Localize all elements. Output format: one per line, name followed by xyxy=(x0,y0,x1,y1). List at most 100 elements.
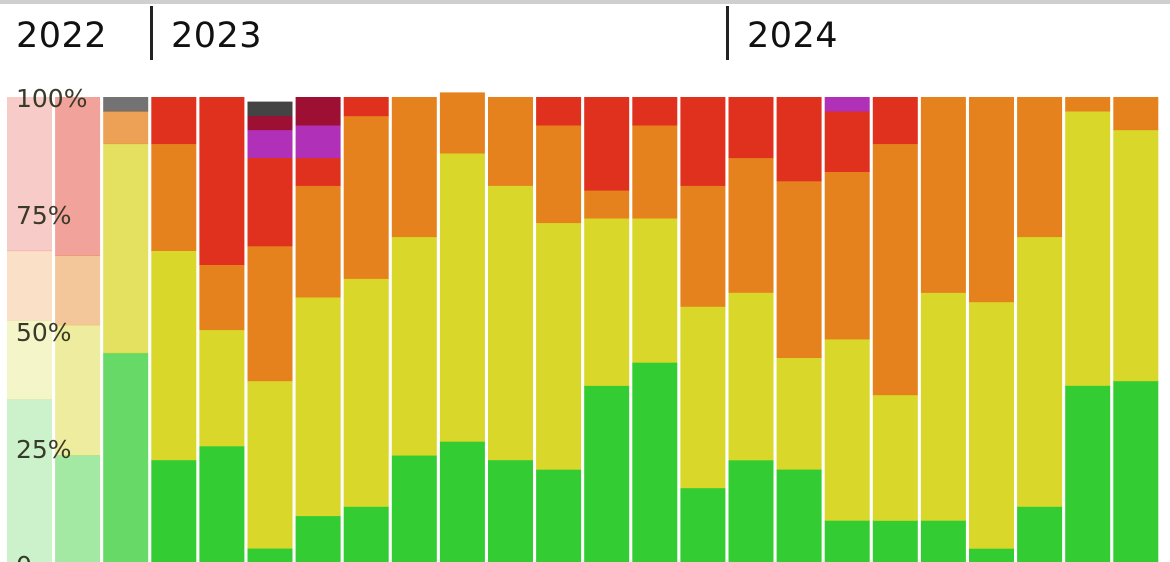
bar-13-green-segment xyxy=(584,385,630,562)
bar-3-yellow-segment xyxy=(103,143,149,354)
bar-21-green-segment xyxy=(969,548,1014,562)
bar-7-red-segment xyxy=(295,157,341,186)
bar-16-yellow-segment xyxy=(728,292,774,461)
bar-19-red-segment xyxy=(872,97,918,145)
bar-15-red-segment xyxy=(680,97,726,186)
bar-15-yellow-segment xyxy=(680,306,726,489)
y-tick-label: 0 xyxy=(16,551,32,562)
bar-5-yellow-segment xyxy=(199,329,245,447)
bar-19-orange-segment xyxy=(872,143,918,396)
y-tick-label: 100% xyxy=(16,84,87,113)
bar-19-yellow-segment xyxy=(872,394,918,521)
bar-13-yellow-segment xyxy=(584,217,630,386)
bar-13-red-segment xyxy=(584,97,630,191)
bar-4-green-segment xyxy=(151,459,197,562)
bar-17-green-segment xyxy=(776,469,822,562)
bar-24-orange-segment xyxy=(1113,97,1159,131)
bar-20-orange-segment xyxy=(920,97,966,293)
bar-1-green-segment xyxy=(7,399,52,562)
bar-19-green-segment xyxy=(872,520,918,562)
bar-5-green-segment xyxy=(199,445,245,562)
bar-18-red-segment xyxy=(824,110,870,172)
bar-11-green-segment xyxy=(488,459,533,562)
bar-8-red-segment xyxy=(343,97,389,117)
bar-7-magenta-segment xyxy=(295,124,341,159)
bar-16-red-segment xyxy=(728,97,774,159)
top-border xyxy=(0,0,1170,4)
bar-14-orange-segment xyxy=(632,124,678,219)
bar-8-green-segment xyxy=(343,506,389,562)
bar-13-orange-segment xyxy=(584,190,630,219)
year-separator-2023 xyxy=(150,6,153,60)
bar-8-yellow-segment xyxy=(343,278,389,507)
bar-23-yellow-segment xyxy=(1065,110,1111,386)
bar-3-gray-segment xyxy=(103,97,149,112)
bar-14-yellow-segment xyxy=(632,217,678,363)
bar-4-yellow-segment xyxy=(151,250,197,461)
bar-23-green-segment xyxy=(1065,385,1111,562)
bar-2-red-segment xyxy=(55,97,101,256)
bar-3-green-segment xyxy=(103,352,149,562)
bar-2-orange-segment xyxy=(55,255,101,326)
bar-24-green-segment xyxy=(1113,380,1159,562)
bar-11-orange-segment xyxy=(488,97,533,186)
bar-7-green-segment xyxy=(295,515,341,562)
bar-5-orange-segment xyxy=(199,264,245,331)
y-tick-label: 75% xyxy=(16,201,72,230)
bar-2-yellow-segment xyxy=(55,324,101,456)
bar-22-yellow-segment xyxy=(1017,236,1063,507)
bar-6-orange-segment xyxy=(247,245,293,382)
bar-12-red-segment xyxy=(536,97,582,126)
bar-18-green-segment xyxy=(824,520,870,562)
bar-6-green-segment xyxy=(247,548,293,562)
bar-21-orange-segment xyxy=(969,97,1014,303)
bar-12-orange-segment xyxy=(536,124,582,224)
y-tick-label: 50% xyxy=(16,318,72,347)
bar-1-red-segment xyxy=(7,97,52,252)
bar-8-orange-segment xyxy=(343,115,389,279)
bar-2-green-segment xyxy=(55,455,101,562)
year-label-2023: 2023 xyxy=(171,16,263,56)
bar-14-green-segment xyxy=(632,362,678,562)
bar-9-yellow-segment xyxy=(391,236,437,456)
year-label-2022: 2022 xyxy=(16,16,108,56)
bar-1-orange-segment xyxy=(7,250,52,321)
bar-6-yellow-segment xyxy=(247,380,293,549)
bar-17-yellow-segment xyxy=(776,357,822,470)
bar-17-red-segment xyxy=(776,97,822,182)
bar-7-yellow-segment xyxy=(295,297,341,517)
year-separator-2024 xyxy=(726,6,729,60)
bar-9-green-segment xyxy=(391,455,437,562)
bar-17-orange-segment xyxy=(776,180,822,358)
bar-12-yellow-segment xyxy=(536,222,582,470)
bar-23-orange-segment xyxy=(1065,97,1111,112)
bar-4-orange-segment xyxy=(151,143,197,251)
bar-14-red-segment xyxy=(632,97,678,126)
bar-12-green-segment xyxy=(536,469,582,562)
bar-6-red-segment xyxy=(247,157,293,247)
bar-7-crimson-segment xyxy=(295,97,341,126)
bar-16-green-segment xyxy=(728,459,774,562)
bar-20-green-segment xyxy=(920,520,966,562)
y-axis-labels: 100% 75% 50% 25% 0 xyxy=(16,84,87,562)
bar-4-red-segment xyxy=(151,97,197,145)
bar-16-orange-segment xyxy=(728,157,774,293)
bar-10-green-segment xyxy=(439,441,485,562)
bar-6-magenta-segment xyxy=(247,129,293,158)
bar-11-yellow-segment xyxy=(488,185,533,461)
bar-10-orange-segment xyxy=(439,92,485,154)
bar-24-yellow-segment xyxy=(1113,129,1159,382)
bar-9-orange-segment xyxy=(391,97,437,238)
bar-15-orange-segment xyxy=(680,185,726,307)
bar-18-magenta-segment xyxy=(824,97,870,112)
bar-22-green-segment xyxy=(1017,506,1063,562)
bar-20-yellow-segment xyxy=(920,292,966,521)
bar-1-yellow-segment xyxy=(7,320,52,400)
bar-3-orange-segment xyxy=(103,110,149,145)
bar-5-red-segment xyxy=(199,97,245,265)
y-tick-label: 25% xyxy=(16,435,72,464)
bar-18-orange-segment xyxy=(824,171,870,340)
bar-21-yellow-segment xyxy=(969,301,1014,549)
bar-18-yellow-segment xyxy=(824,338,870,521)
